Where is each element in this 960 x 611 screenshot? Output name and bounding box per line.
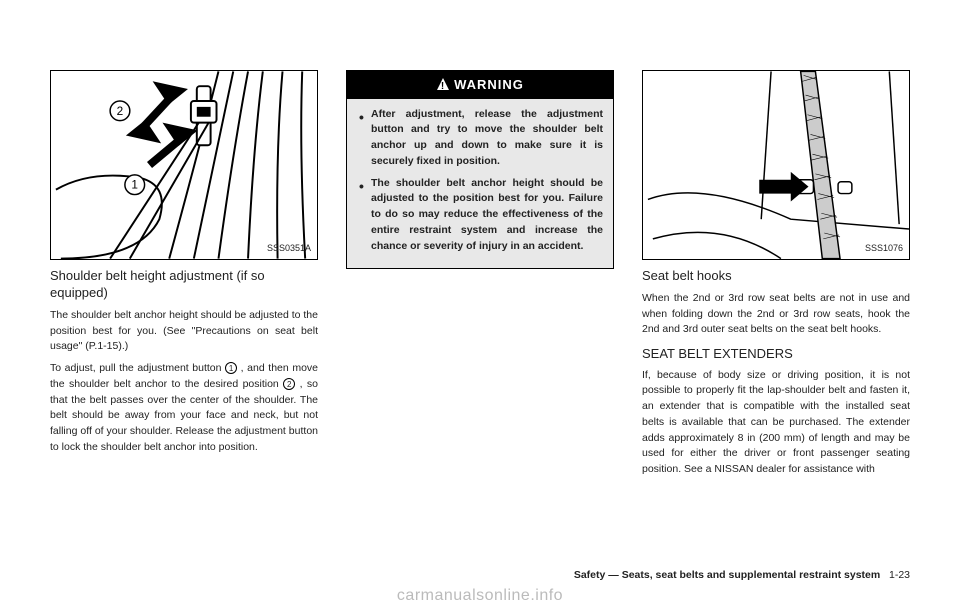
watermark: carmanualsonline.info <box>0 587 960 605</box>
figure-id-2: SSS1076 <box>865 242 903 256</box>
warning-triangle-icon: ! <box>436 77 450 91</box>
heading-seat-belt-extenders: SEAT BELT EXTENDERS <box>642 344 910 364</box>
para-1-2: To adjust, pull the adjustment button 1 … <box>50 361 318 456</box>
warning-title: WARNING <box>454 77 524 92</box>
callout-1-icon: 1 <box>225 362 237 374</box>
subhead-seat-belt-hooks: Seat belt hooks <box>642 268 910 285</box>
footer-section: Safety — Seats, seat belts and supplemen… <box>574 569 880 581</box>
warning-body: After adjustment, release the adjustment… <box>347 99 613 269</box>
page-columns: 2 1 SSS0351A Shoulder belt height adjust… <box>50 70 910 550</box>
warning-header: ! WARNING <box>347 71 613 99</box>
para-3-1: When the 2nd or 3rd row seat belts are n… <box>642 291 910 338</box>
para-1-1: The shoulder belt anchor height should b… <box>50 308 318 355</box>
figure-id-1: SSS0351A <box>267 242 311 256</box>
column-3: SSS1076 Seat belt hooks When the 2nd or … <box>642 70 910 550</box>
seatbelt-adjust-illustration: 2 1 <box>51 71 317 259</box>
figure-shoulder-belt: 2 1 SSS0351A <box>50 70 318 260</box>
footer-page: 1-23 <box>889 569 910 581</box>
warning-box: ! WARNING After adjustment, release the … <box>346 70 614 269</box>
subhead-shoulder-belt: Shoulder belt height adjustment (if so e… <box>50 268 318 302</box>
warning-bullet-2: The shoulder belt anchor height should b… <box>357 176 603 255</box>
column-2: ! WARNING After adjustment, release the … <box>346 70 614 550</box>
figure-seat-belt-hooks: SSS1076 <box>642 70 910 260</box>
warning-bullet-1: After adjustment, release the adjustment… <box>357 107 603 170</box>
page-footer: Safety — Seats, seat belts and supplemen… <box>574 569 910 581</box>
svg-text:!: ! <box>441 81 445 91</box>
seatbelt-hook-illustration <box>643 71 909 259</box>
para-1-2a: To adjust, pull the adjustment button <box>50 362 225 374</box>
callout-2-icon: 2 <box>283 378 295 390</box>
para-3-2: If, because of body size or driving posi… <box>642 368 910 478</box>
column-1: 2 1 SSS0351A Shoulder belt height adjust… <box>50 70 318 550</box>
svg-text:1: 1 <box>131 178 138 192</box>
svg-text:2: 2 <box>117 104 124 118</box>
